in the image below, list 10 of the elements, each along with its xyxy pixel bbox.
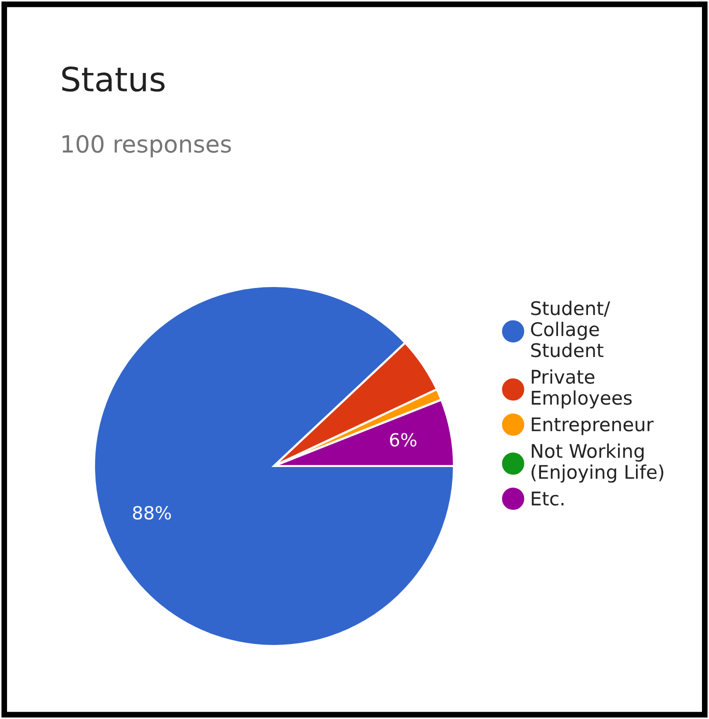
chart-subtitle: 100 responses xyxy=(62,134,231,158)
chart-title: Status xyxy=(62,66,165,92)
legend-label: Private Employees xyxy=(532,369,632,408)
legend-label: Entrepreneur xyxy=(532,418,654,436)
legend-label: Etc. xyxy=(532,492,564,506)
data-label: 88% xyxy=(132,506,171,520)
legend-label: Not Working (Enjoying Life) xyxy=(532,444,664,483)
data-label: 6% xyxy=(390,432,416,447)
legend-label: Student/ Collage Student xyxy=(531,300,610,358)
pie-slice xyxy=(92,284,456,648)
